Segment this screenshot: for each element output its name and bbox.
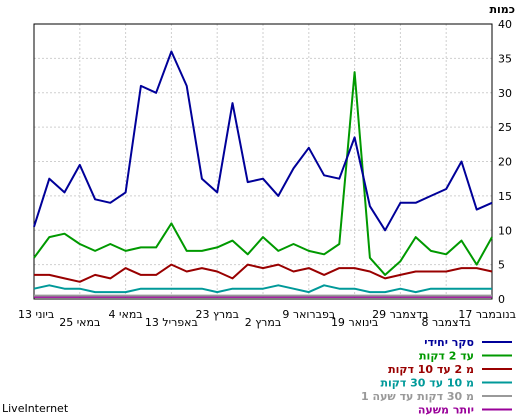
x-tick-label: 9 בפברואר [282,308,335,321]
x-tick-label: 19 בינואר [331,316,378,329]
x-tick-label: 13 ביוני [18,308,54,321]
legend-label: יותר משעה [418,404,474,417]
y-tick-label: 35 [498,52,512,65]
y-tick-label: 0 [498,293,505,306]
x-tick-label: 2 במרץ [245,316,281,329]
y-tick-label: 30 [498,87,512,100]
series-line [33,50,493,232]
series-lines [33,50,493,298]
y-tick-label: 25 [498,121,512,134]
legend-label: מ 10 עד 30 דקות [380,377,474,390]
x-tick-label: 23 במרץ [195,308,238,321]
y-tick-label: 15 [498,190,512,203]
x-tick-label: 25 במאי [59,316,100,329]
series-line [33,284,492,294]
y-tick-label: 40 [498,18,512,31]
brand-text: LiveInternet [2,402,69,415]
y-axis-label: כמות [490,3,515,16]
legend-label: מ 2 עד 10 דקות [388,363,474,376]
x-tick-label: 8 בדצמבר [421,316,470,329]
legend-label: מ 30 דקות עד שעה 1 [361,390,474,403]
x-tick-label: 13 באפריל [145,316,198,329]
y-axis-ticks: 0 5 10 15 20 25 30 35 40 [498,18,512,306]
y-tick-label: 5 [498,259,505,272]
x-tick-label: 29 בדצמבר [372,308,428,321]
legend-label: עד 2 דקות [419,350,474,363]
x-tick-label: 4 במאי [109,308,143,321]
y-tick-label: 20 [498,156,512,169]
series-line [33,71,493,276]
legend-label: סקר יחידי [424,336,474,349]
plot-border [33,23,493,300]
series-line [34,263,493,283]
y-tick-label: 10 [498,224,512,237]
x-tick-label: 17 בנובמבר [458,308,516,321]
